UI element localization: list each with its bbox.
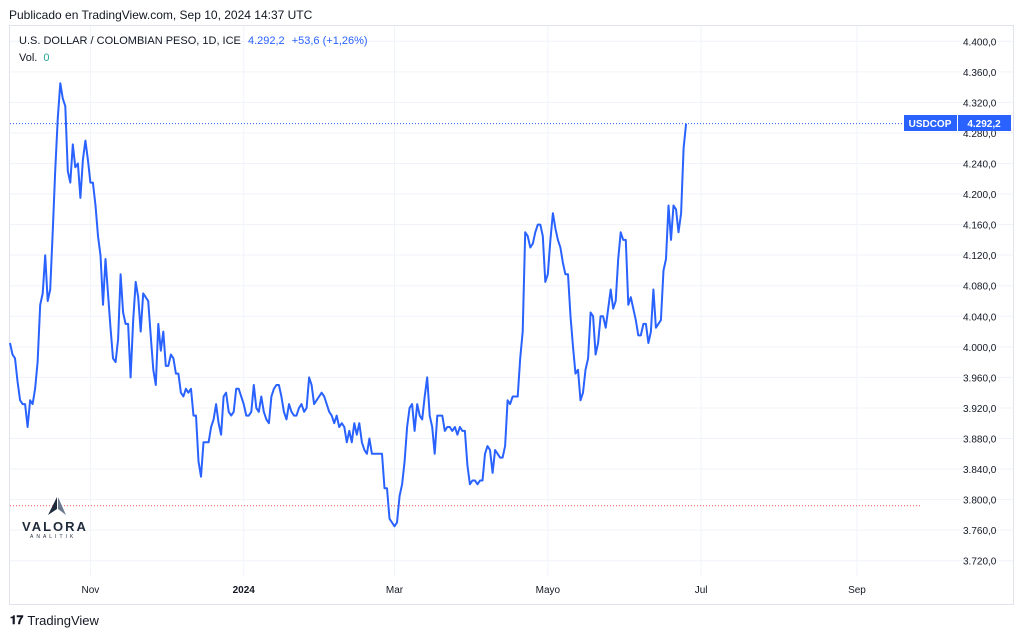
legend: U.S. DOLLAR / COLOMBIAN PESO, 1D, ICE 4.… xyxy=(19,35,368,47)
x-axis: Nov 2024 Mar Mayo Jul Sep xyxy=(82,585,867,596)
y-tick-label: 4.000,0 xyxy=(963,343,997,354)
y-tick-label: 4.400,0 xyxy=(963,37,997,48)
x-tick-label: 2024 xyxy=(233,585,256,596)
change-value: +53,6 (+1,26%) xyxy=(291,35,368,47)
x-tick-label: Sep xyxy=(848,585,866,596)
grid-lines xyxy=(10,26,1013,576)
y-tick-label: 4.200,0 xyxy=(963,190,997,201)
tradingview-brand[interactable]: 𝟏𝟕 TradingView xyxy=(10,613,99,628)
symbol-label[interactable]: U.S. DOLLAR / COLOMBIAN PESO, 1D, ICE xyxy=(19,35,241,47)
y-tick-label: 4.160,0 xyxy=(963,221,997,232)
x-tick-label: Nov xyxy=(82,585,100,596)
y-tick-label: 4.120,0 xyxy=(963,251,997,262)
price-line xyxy=(9,82,688,528)
tradingview-brand-label: TradingView xyxy=(27,613,99,628)
y-tick-label: 3.720,0 xyxy=(963,557,997,568)
x-tick-label: Jul xyxy=(695,585,708,596)
watermark-sub: ANALITIK xyxy=(30,534,77,540)
badge-ticker-bg xyxy=(904,115,957,131)
y-tick-label: 4.240,0 xyxy=(963,160,997,171)
y-tick-label: 3.760,0 xyxy=(963,526,997,537)
y-tick-label: 4.040,0 xyxy=(963,312,997,323)
y-tick-label: 3.960,0 xyxy=(963,373,997,384)
x-tick-label: Mayo xyxy=(536,585,561,596)
badge-price: 4.292,2 xyxy=(967,119,1001,130)
chart-frame xyxy=(9,25,1014,605)
badge-ticker: USDCOP xyxy=(909,119,952,130)
volume-value: 0 xyxy=(43,52,50,64)
y-tick-label: 4.320,0 xyxy=(963,98,997,109)
y-tick-label: 4.280,0 xyxy=(963,129,997,140)
watermark-name: VALORA xyxy=(22,519,88,534)
tradingview-logo-icon: 𝟏𝟕 xyxy=(10,613,24,627)
valora-logo-icon xyxy=(48,497,66,515)
y-tick-label: 3.920,0 xyxy=(963,404,997,415)
volume-label: Vol. xyxy=(19,52,38,64)
y-tick-label: 4.080,0 xyxy=(963,282,997,293)
y-tick-label: 3.840,0 xyxy=(963,465,997,476)
published-caption: Publicado en TradingView.com, Sep 10, 20… xyxy=(9,8,313,22)
y-tick-label: 4.360,0 xyxy=(963,68,997,79)
volume-legend: Vol. 0 xyxy=(19,52,49,64)
x-tick-label: Mar xyxy=(386,585,404,596)
y-tick-label: 3.800,0 xyxy=(963,496,997,507)
badge-price-bg xyxy=(958,115,1011,131)
last-price-badge: USDCOP 4.292,2 xyxy=(904,115,1011,131)
y-axis: 3.720,0 3.760,0 3.800,0 3.840,0 3.880,0 3.920… xyxy=(963,37,997,567)
price-value: 4.292,2 xyxy=(247,35,285,47)
y-tick-label: 3.880,0 xyxy=(963,435,997,446)
